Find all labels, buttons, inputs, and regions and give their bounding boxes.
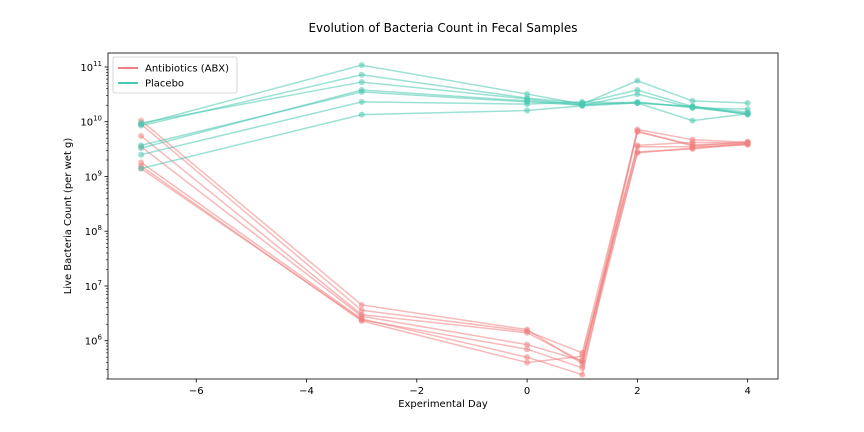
- data-point: [634, 149, 641, 156]
- y-tick-label: 106: [85, 334, 103, 348]
- y-axis-label: Live Bacteria Count (per wet g): [63, 138, 74, 295]
- x-axis-label: Experimental Day: [398, 399, 488, 410]
- y-tick-label: 1010: [80, 115, 102, 129]
- data-point: [634, 91, 641, 98]
- data-point: [524, 359, 531, 366]
- data-point: [579, 353, 586, 360]
- data-point: [358, 316, 365, 323]
- x-tick-label: 4: [744, 386, 750, 397]
- data-point: [358, 98, 365, 105]
- x-tick-label: 2: [634, 386, 640, 397]
- series-line: [140, 129, 748, 376]
- data-point: [358, 79, 365, 86]
- data-point: [634, 99, 641, 106]
- x-tick-label: −4: [299, 386, 314, 397]
- series-line: [140, 142, 748, 369]
- series-12: [138, 88, 751, 149]
- plot-area: [138, 62, 751, 378]
- data-point: [358, 88, 365, 95]
- y-tick-label: 109: [85, 169, 102, 183]
- series-13: [138, 98, 751, 158]
- data-point: [689, 103, 696, 110]
- data-point: [744, 99, 751, 106]
- data-point: [524, 354, 531, 361]
- axes: −6 −4 −2 0 2 4 106 107 108 109 1010 1011: [80, 52, 779, 397]
- data-point: [744, 140, 751, 147]
- series-4: [138, 141, 751, 364]
- series-3: [138, 132, 751, 365]
- data-point: [138, 151, 145, 158]
- x-tick-label: −6: [189, 386, 204, 397]
- legend: Antibiotics (ABX) Placebo: [112, 56, 238, 94]
- data-point: [579, 364, 586, 371]
- data-point: [138, 119, 145, 126]
- data-point: [634, 143, 641, 150]
- legend-box: [112, 56, 238, 94]
- data-point: [358, 62, 365, 69]
- data-point: [524, 346, 531, 353]
- data-point: [524, 341, 531, 348]
- x-tick-label: 0: [524, 386, 530, 397]
- y-tick-label: 1011: [80, 60, 102, 74]
- data-point: [524, 101, 531, 108]
- data-point: [524, 107, 531, 114]
- data-point: [689, 145, 696, 152]
- series-5: [138, 127, 751, 378]
- y-tick-label: 108: [85, 224, 102, 238]
- data-point: [524, 329, 531, 336]
- axes-frame: [107, 52, 779, 380]
- data-point: [358, 307, 365, 314]
- data-point: [358, 111, 365, 118]
- data-point: [358, 71, 365, 78]
- data-point: [634, 127, 641, 134]
- data-point: [579, 371, 586, 378]
- data-point: [744, 110, 751, 117]
- series-6: [138, 141, 751, 366]
- data-point: [358, 301, 365, 308]
- data-point: [744, 106, 751, 113]
- legend-label: Placebo: [145, 79, 184, 90]
- series-line: [140, 143, 748, 362]
- data-point: [689, 117, 696, 124]
- data-point: [138, 132, 145, 139]
- series-line: [140, 119, 748, 365]
- x-tick-label: −2: [409, 386, 424, 397]
- y-tick-label: 107: [85, 279, 102, 293]
- series-14: [138, 99, 751, 172]
- data-point: [634, 77, 641, 84]
- chart-title: Evolution of Bacteria Count in Fecal Sam…: [308, 21, 577, 35]
- series-1: [138, 117, 751, 367]
- series-7: [138, 140, 751, 371]
- series-2: [138, 121, 751, 356]
- series-line: [140, 123, 748, 354]
- legend-label: Antibiotics (ABX): [145, 64, 229, 75]
- data-point: [138, 142, 145, 149]
- data-point: [138, 165, 145, 172]
- data-point: [579, 102, 586, 109]
- series-line: [140, 135, 748, 363]
- data-point: [689, 97, 696, 104]
